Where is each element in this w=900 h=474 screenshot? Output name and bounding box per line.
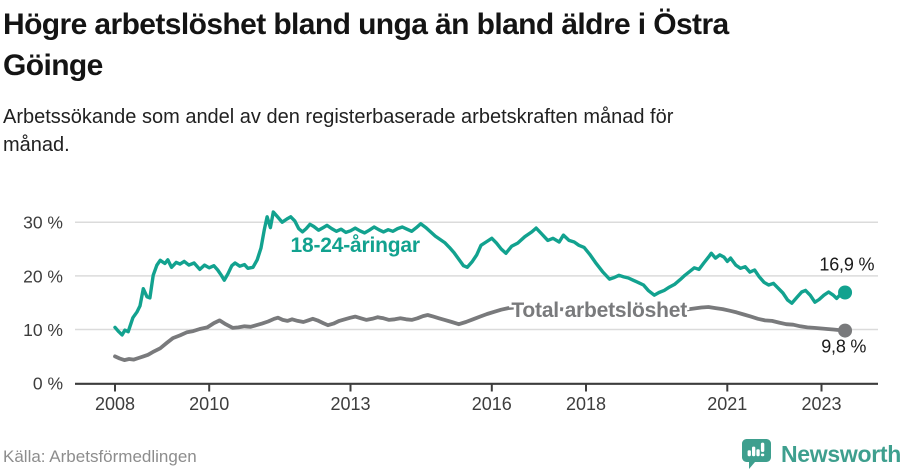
x-axis-tick-label: 2021 [707,394,747,414]
newsworthy-logo-text: Newsworthy [781,440,900,467]
series-end-dot-1 [838,323,853,338]
series-line-0 [113,210,847,337]
bar-chart-speech-bubble-icon [742,439,771,469]
series-label-youth: 18-24-åringar [291,234,420,257]
end-value-label-total: 9,8 % [821,337,866,357]
end-value-label-youth: 16,9 % [819,254,874,274]
exclamation-dot [760,453,765,457]
series-label-total: Total arbetslöshet [511,299,687,322]
exclamation-stem [760,442,765,452]
source-note: Källa: Arbetsförmedlingen [3,447,197,466]
x-axis-tick-label: 2013 [330,394,370,414]
series-end-dot-0 [838,285,853,300]
page-title: Högre arbetslöshet bland unga än bland ä… [3,4,729,86]
bar-small [747,450,751,457]
unemployment-line-chart: 0 % 10 % 20 % 30 % 2008 2010 2013 2016 2018 2021 2… [23,210,878,414]
series-line-1 [113,305,847,363]
x-axis-tick-label: 2008 [95,394,135,414]
chart-subtitle-line-2: månad. [3,134,70,156]
newsworthy-logo: Newsworthy [741,438,900,470]
page-title-line-1: Högre arbetslöshet bland unga än bland ä… [3,8,729,41]
page-title-line-2: Göinge [3,49,103,82]
chart-subtitle-line-1: Arbetssökande som andel av den registerb… [3,106,674,128]
y-axis-tick-label: 20 % [23,266,63,286]
x-axis-tick-label: 2018 [566,394,606,414]
chart-subtitle: Arbetssökande som andel av den registerb… [3,103,673,159]
y-axis-tick-label: 0 % [33,374,63,394]
bar-tall [752,446,756,457]
x-axis-tick-label: 2016 [472,394,512,414]
x-axis-tick-label: 2010 [189,394,229,414]
y-axis-tick-label: 10 % [23,320,63,340]
bar-medium [756,449,760,457]
y-axis-tick-label: 30 % [23,213,63,233]
x-axis-tick-label: 2023 [801,394,841,414]
